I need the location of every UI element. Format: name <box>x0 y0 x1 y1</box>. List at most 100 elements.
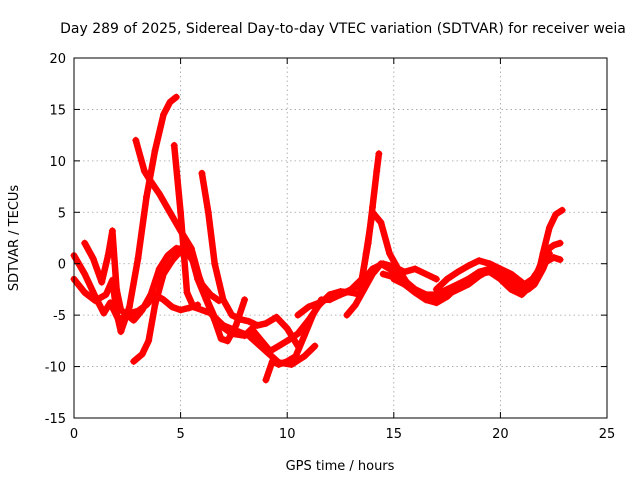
data-point-marker <box>253 321 261 329</box>
series-track-14 <box>432 249 553 293</box>
data-point-marker <box>400 280 408 288</box>
data-point-marker <box>464 280 472 288</box>
data-point-marker <box>486 266 494 274</box>
data-point-marker <box>117 328 125 336</box>
data-point-marker <box>177 306 185 314</box>
data-point-marker <box>170 141 178 149</box>
data-point-marker <box>142 301 150 309</box>
data-point-marker <box>117 306 125 314</box>
data-point-marker <box>198 306 206 314</box>
data-point-marker <box>443 291 451 299</box>
data-point-marker <box>177 208 185 216</box>
data-point-marker <box>300 332 308 340</box>
data-point-marker <box>545 249 553 257</box>
data-point-marker <box>168 303 176 311</box>
data-point-marker <box>545 224 553 232</box>
data-point-marker <box>518 278 526 286</box>
data-point-marker <box>550 254 558 262</box>
data-point-marker <box>89 255 97 263</box>
data-point-marker <box>273 313 281 321</box>
data-series <box>70 93 566 384</box>
data-point-marker <box>168 257 176 265</box>
data-point-marker <box>125 303 133 311</box>
data-point-marker <box>211 260 219 268</box>
y-tick-label: 10 <box>49 155 66 170</box>
data-point-marker <box>113 285 121 293</box>
series-track-13 <box>390 206 566 301</box>
data-point-marker <box>266 347 274 355</box>
data-point-marker <box>130 316 138 324</box>
y-tick-label: 0 <box>58 258 66 273</box>
axis-ticks: 0 5 10 15 20 25 -15 -10 -5 0 5 10 15 20 <box>45 52 616 442</box>
data-point-marker <box>411 285 419 293</box>
data-point-marker <box>358 278 366 286</box>
data-point-marker <box>275 342 283 350</box>
data-point-marker <box>294 330 302 338</box>
data-point-marker <box>98 278 106 286</box>
data-point-marker <box>454 285 462 293</box>
data-point-marker <box>134 255 142 263</box>
data-point-marker <box>145 337 153 345</box>
data-point-marker <box>552 210 560 218</box>
data-point-marker <box>337 291 344 299</box>
data-point-marker <box>379 270 387 278</box>
data-point-marker <box>300 352 308 360</box>
data-point-marker <box>81 239 89 247</box>
y-tick-label: 5 <box>58 206 66 221</box>
data-point-marker <box>422 291 430 299</box>
data-point-marker <box>151 147 159 155</box>
data-point-marker <box>160 111 168 119</box>
data-point-marker <box>539 265 547 273</box>
data-point-marker <box>292 352 300 360</box>
y-tick-label: 20 <box>49 52 66 67</box>
data-point-marker <box>486 260 494 268</box>
data-point-marker <box>183 289 191 297</box>
x-tick-label: 5 <box>176 427 184 442</box>
data-point-marker <box>132 136 140 144</box>
data-point-marker <box>130 357 138 365</box>
data-point-marker <box>411 265 419 273</box>
data-point-marker <box>198 280 206 288</box>
x-tick-label: 15 <box>386 427 403 442</box>
data-point-marker <box>368 270 376 278</box>
data-point-marker <box>198 169 206 177</box>
data-point-marker <box>217 335 225 343</box>
plot-frame <box>73 57 608 419</box>
data-point-marker <box>283 325 291 333</box>
x-tick-label: 20 <box>492 427 509 442</box>
x-tick-label: 10 <box>279 427 296 442</box>
series-trace <box>198 169 302 350</box>
data-point-marker <box>351 301 359 309</box>
data-point-marker <box>185 304 193 312</box>
data-point-marker <box>386 265 394 273</box>
data-point-marker <box>134 307 142 315</box>
data-point-marker <box>507 280 515 288</box>
x-tick-label: 25 <box>599 427 616 442</box>
data-point-marker <box>368 208 376 216</box>
data-point-marker <box>172 93 180 101</box>
data-point-marker <box>496 265 504 273</box>
data-point-marker <box>305 316 313 324</box>
data-point-marker <box>81 289 89 297</box>
data-point-marker <box>211 316 219 324</box>
x-tick-label: 0 <box>70 427 78 442</box>
data-point-marker <box>377 260 385 268</box>
data-point-marker <box>102 291 110 299</box>
data-point-marker <box>326 294 334 302</box>
data-point-marker <box>181 245 189 253</box>
y-tick-label: -15 <box>45 412 66 427</box>
data-point-marker <box>249 327 257 335</box>
data-point-marker <box>204 208 212 216</box>
data-point-marker <box>283 337 291 345</box>
data-point-marker <box>432 275 440 283</box>
chart-title: Day 289 of 2025, Sidereal Day-to-day VTE… <box>60 21 626 37</box>
data-point-marker <box>432 285 440 293</box>
data-point-marker <box>558 206 566 214</box>
data-point-marker <box>202 296 210 304</box>
y-tick-label: -10 <box>45 361 66 376</box>
data-point-marker <box>373 167 381 175</box>
data-point-marker <box>475 272 483 280</box>
series-trace <box>249 209 410 355</box>
data-point-marker <box>166 98 174 106</box>
